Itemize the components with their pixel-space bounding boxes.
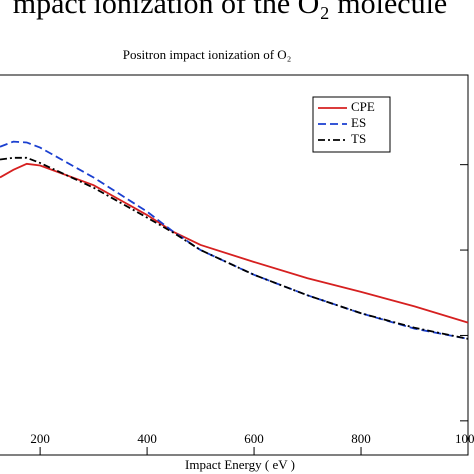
x-axis-label: Impact Energy ( eV ) — [185, 457, 295, 472]
series-line — [0, 162, 469, 324]
x-tick-label: 1000 — [455, 431, 474, 446]
series-line — [0, 156, 469, 340]
x-tick-label: 600 — [244, 431, 264, 446]
legend-box — [312, 96, 391, 153]
legend-label: ES — [351, 115, 366, 130]
figure-heading: mpact ionization of the O₂ molecule — [13, 0, 448, 20]
legend-label: TS — [351, 131, 366, 146]
series-line — [0, 140, 469, 340]
legend-label: CPE — [351, 99, 375, 114]
chart-title: Positron impact ionization of O₂ — [123, 47, 291, 62]
x-tick-label: 200 — [30, 431, 50, 446]
plot-frame — [0, 74, 469, 456]
x-tick-label: 400 — [137, 431, 157, 446]
x-tick-label: 800 — [351, 431, 371, 446]
